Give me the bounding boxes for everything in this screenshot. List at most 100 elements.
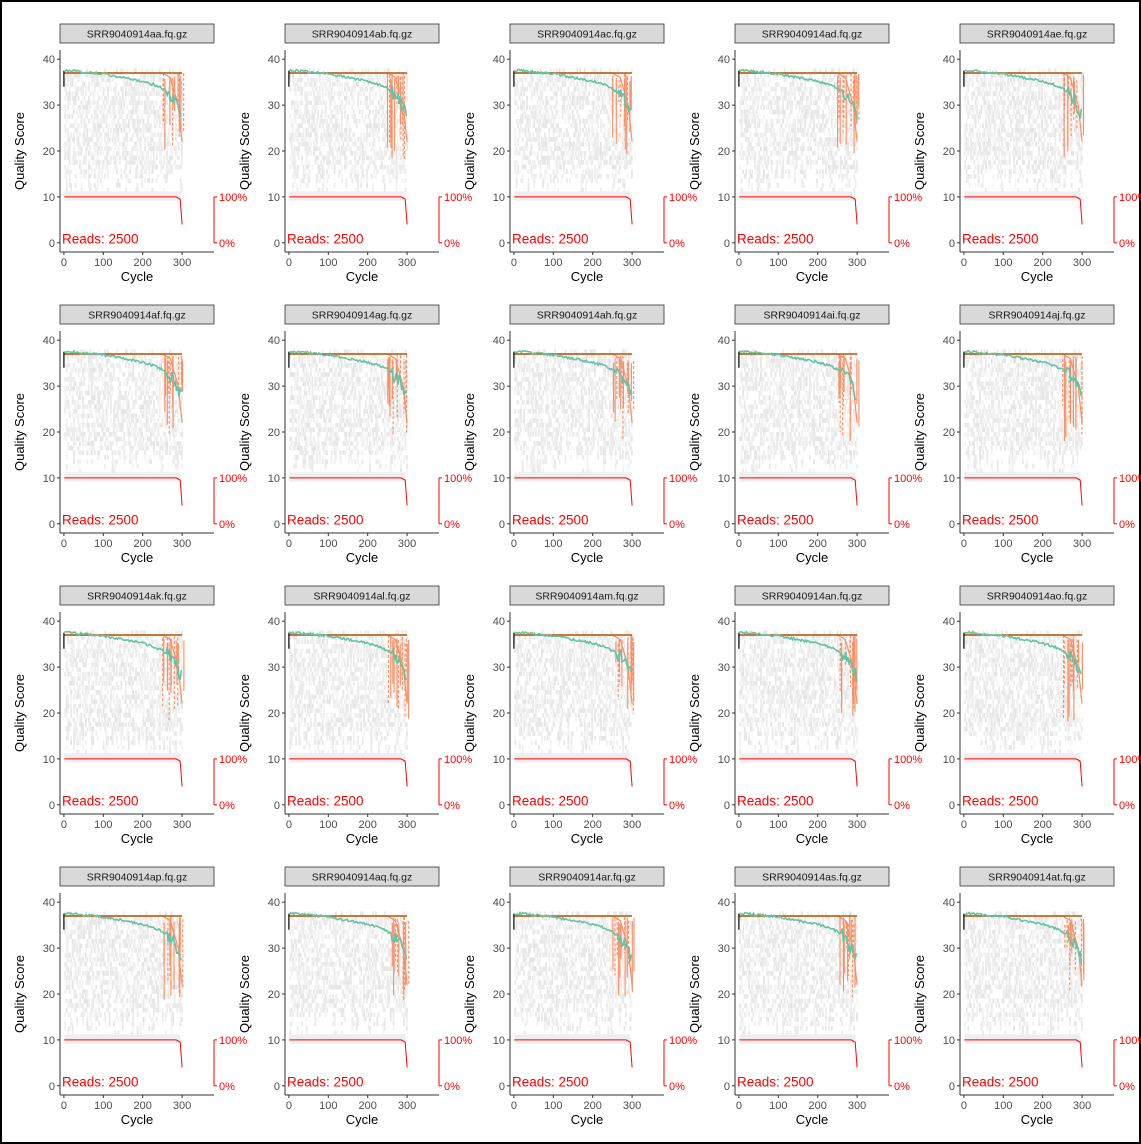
heatmap-cell [126, 160, 129, 165]
heatmap-cell [817, 82, 820, 87]
heatmap-cell [127, 86, 130, 92]
heatmap-cell [820, 91, 823, 96]
heatmap-cell [329, 82, 331, 87]
heatmap-cell [838, 118, 841, 124]
heatmap-cell [324, 109, 327, 115]
heatmap-cell [521, 155, 524, 161]
heatmap-cell [320, 141, 323, 147]
heatmap-cell [977, 164, 980, 170]
heatmap-cell [321, 77, 324, 83]
heatmap-cell [816, 105, 818, 110]
heatmap-cell [376, 169, 379, 174]
heatmap-cell [999, 118, 1002, 124]
heatmap-cell [749, 141, 752, 147]
heatmap-cell [767, 183, 770, 188]
heatmap-cell [575, 191, 578, 201]
heatmap-cell [540, 141, 543, 147]
heatmap-cell [833, 160, 836, 165]
heatmap-cell [89, 105, 92, 110]
heatmap-cell [173, 109, 176, 115]
heatmap-cell [136, 118, 139, 124]
heatmap-cell [74, 183, 77, 188]
heatmap-cell [124, 95, 127, 101]
heatmap-cell [345, 100, 348, 106]
heatmap-cell [310, 128, 312, 133]
heatmap-cell [366, 141, 368, 147]
heatmap-cell [527, 128, 530, 133]
heatmap-cell [367, 155, 370, 161]
heatmap-cell [64, 105, 67, 110]
heatmap-cell [74, 100, 77, 106]
heatmap-cell [369, 123, 371, 129]
heatmap-cell [158, 86, 161, 92]
heatmap-cell [628, 141, 630, 147]
heatmap-cell [88, 151, 90, 156]
heatmap-cell [592, 82, 595, 87]
heatmap-cell [554, 105, 556, 110]
heatmap-cell [832, 164, 835, 170]
heatmap-cell [151, 68, 154, 73]
heatmap-cell [542, 86, 545, 92]
heatmap-cell [318, 146, 321, 151]
heatmap-cell [848, 105, 851, 110]
heatmap-cell [600, 128, 602, 133]
heatmap-cell [80, 191, 83, 201]
heatmap-cell [748, 91, 750, 96]
heatmap-cell [315, 100, 318, 106]
heatmap-cell [403, 82, 405, 87]
heatmap-cell [631, 155, 633, 161]
x-tick-label: 0 [736, 257, 742, 269]
heatmap-cell [578, 191, 581, 201]
heatmap-cell [111, 132, 114, 138]
heatmap-cell [828, 77, 830, 83]
heatmap-cell [153, 132, 155, 138]
heatmap-cell [856, 146, 858, 151]
heatmap-cell [823, 155, 826, 161]
heatmap-cell [767, 73, 770, 78]
heatmap-cell [105, 77, 108, 83]
heatmap-cell [167, 86, 170, 92]
heatmap-cell [802, 91, 805, 96]
heatmap-cell [992, 73, 995, 78]
heatmap-cell [759, 191, 762, 201]
heatmap-cell [163, 160, 166, 165]
heatmap-cell [332, 155, 334, 161]
heatmap-cell [364, 86, 367, 92]
heatmap-cell [808, 141, 811, 147]
heatmap-cell [828, 128, 830, 133]
heatmap-cell [96, 178, 99, 184]
heatmap-cell [608, 86, 611, 92]
heatmap-cell [841, 105, 844, 110]
heatmap-cell [79, 164, 81, 170]
heatmap-cell [521, 137, 524, 142]
heatmap-cell [167, 128, 170, 133]
heatmap-cell [820, 151, 823, 156]
heatmap-cell [386, 169, 389, 174]
heatmap-cell [82, 160, 84, 165]
heatmap-cell [783, 91, 786, 96]
heatmap-cell [148, 123, 151, 129]
heatmap-cell [289, 132, 292, 138]
heatmap-cell [604, 137, 607, 142]
heatmap-cell [770, 118, 773, 124]
heatmap-cell [564, 82, 567, 87]
heatmap-cell [618, 191, 621, 201]
heatmap-cell [520, 146, 522, 151]
heatmap-cell [130, 91, 133, 96]
heatmap-cell [321, 183, 324, 188]
heatmap-cell [524, 128, 527, 133]
heatmap-cell [740, 73, 743, 78]
heatmap-cell [70, 132, 72, 138]
heatmap-cell [123, 155, 126, 161]
heatmap-cell [779, 146, 781, 151]
heatmap-cell [296, 169, 299, 174]
heatmap-cell [355, 123, 358, 129]
heatmap-cell [551, 95, 554, 101]
heatmap-cell [605, 160, 608, 165]
heatmap-cell [113, 100, 115, 106]
heatmap-cell [974, 141, 977, 147]
heatmap-cell [521, 109, 524, 115]
read-fraction-line [64, 196, 183, 225]
heatmap-cell [530, 164, 533, 170]
